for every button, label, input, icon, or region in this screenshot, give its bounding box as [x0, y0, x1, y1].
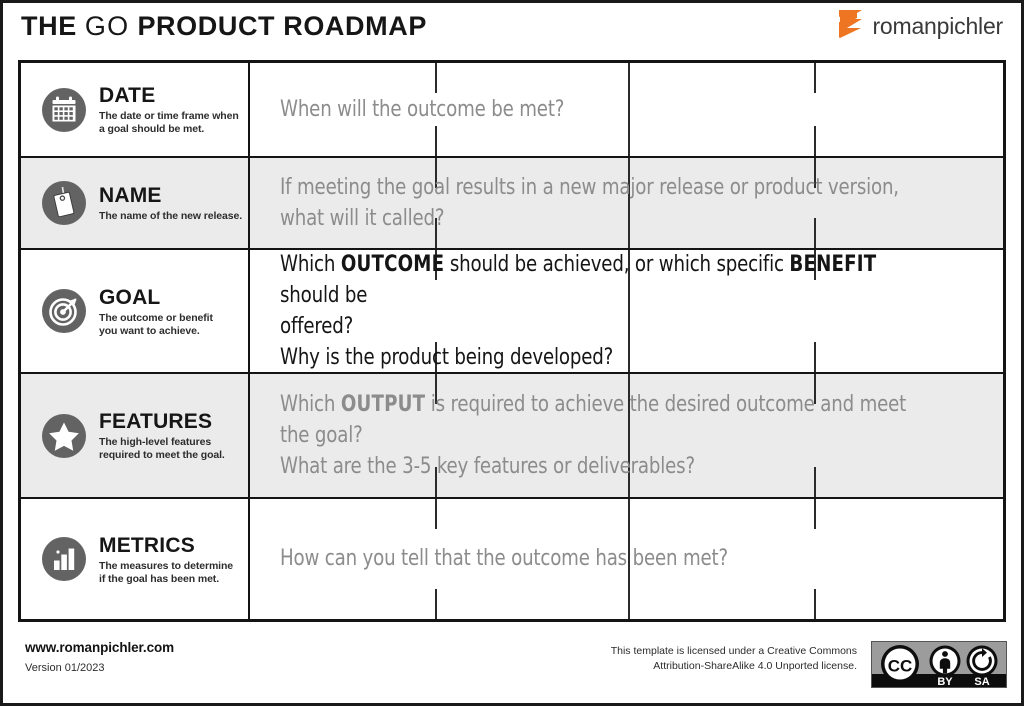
target-icon — [41, 288, 87, 334]
column-tick — [814, 499, 816, 529]
romanpichler-mark-icon — [835, 8, 865, 45]
row-title-features: FEATURES — [99, 410, 213, 434]
row-content-cell-metrics[interactable]: How can you tell that the outcome has be… — [250, 499, 1003, 619]
svg-text:CC: CC — [888, 657, 913, 676]
question-block: If meeting the goal results in a new maj… — [280, 172, 981, 234]
tag-icon — [41, 180, 87, 226]
table-row: FEATURES The high-level features required … — [21, 374, 1003, 499]
question-line: Why is the product being developed? — [280, 345, 614, 371]
row-label-text: NAME The name of the new release. — [99, 183, 242, 223]
star-icon — [41, 413, 87, 459]
column-tick — [435, 499, 437, 529]
row-subtitle-name: The name of the new release. — [99, 210, 243, 223]
row-content-cell-date[interactable]: When will the outcome be met? — [250, 63, 1003, 156]
column-tick — [814, 63, 816, 93]
question-line: What are the 3-5 key features or deliver… — [280, 454, 695, 480]
table-row: METRICS The measures to determine if the g… — [21, 499, 1003, 619]
question-line: Which OUTPUT is required to achieve the … — [280, 391, 907, 448]
creative-commons-badge: CC BY SA — [871, 641, 1007, 688]
column-tick — [435, 589, 437, 619]
row-label-cell-goal: GOAL The outcome or benefit you want to ac… — [21, 250, 250, 372]
row-content-cell-goal[interactable]: Which OUTCOME should be achieved, or whi… — [250, 250, 1003, 372]
brand-name: romanpichler — [872, 13, 1003, 39]
table-row: DATE The date or time frame when a goal sh… — [21, 63, 1003, 158]
row-label-cell-date: DATE The date or time frame when a goal sh… — [21, 63, 250, 156]
row-label-text: GOAL The outcome or benefit you want to ac… — [99, 285, 213, 338]
roadmap-table: DATE The date or time frame when a goal sh… — [18, 60, 1006, 622]
row-subtitle-features: The high-level features required to meet … — [99, 436, 225, 462]
row-title-metrics: METRICS — [99, 533, 195, 557]
row-subtitle-date: The date or time frame when a goal should… — [99, 110, 239, 136]
question-block: How can you tell that the outcome has be… — [280, 543, 981, 574]
title-part-1: THE — [21, 11, 77, 41]
question-line: If meeting the goal results in a new maj… — [280, 174, 899, 200]
column-tick — [814, 589, 816, 619]
row-subtitle-goal: The outcome or benefit you want to achiev… — [99, 311, 213, 337]
title-go: GO — [84, 11, 130, 41]
question-line: what will it called? — [280, 206, 445, 231]
question-line: How can you tell that the outcome has be… — [280, 546, 728, 572]
row-title-goal: GOAL — [99, 285, 161, 309]
row-title-date: DATE — [99, 84, 156, 108]
svg-text:SA: SA — [974, 676, 989, 687]
footer-left: www.romanpichler.com Version 01/2023 — [25, 636, 174, 674]
question-block: Which OUTPUT is required to achieve the … — [280, 389, 981, 483]
question-block: When will the outcome be met? — [280, 94, 981, 125]
site-url[interactable]: www.romanpichler.com — [25, 640, 175, 655]
row-label-cell-features: FEATURES The high-level features required … — [21, 374, 250, 497]
version-label: Version 01/2023 — [25, 662, 105, 674]
svg-text:BY: BY — [937, 676, 953, 687]
row-content-cell-name[interactable]: If meeting the goal results in a new maj… — [250, 158, 1003, 248]
calendar-icon — [41, 87, 87, 133]
column-tick — [435, 63, 437, 93]
footer-right: This template is licensed under a Creati… — [611, 636, 1007, 688]
row-title-name: NAME — [99, 184, 162, 208]
column-tick — [435, 126, 437, 156]
question-line: offered? — [280, 314, 354, 339]
column-tick — [814, 126, 816, 156]
title-part-2: PRODUCT ROADMAP — [137, 11, 427, 41]
license-text: This template is licensed under a Creati… — [610, 645, 857, 672]
table-row: NAME The name of the new release. If meeti… — [21, 158, 1003, 250]
table-row: GOAL The outcome or benefit you want to ac… — [21, 250, 1003, 374]
page-footer: www.romanpichler.com Version 01/2023 Thi… — [3, 628, 1021, 703]
question-block: Which OUTCOME should be achieved, or whi… — [280, 249, 981, 374]
brand-logo: romanpichler — [835, 8, 1007, 45]
page-header: THE GO PRODUCT ROADMAP romanpichler — [3, 3, 1021, 50]
question-line: When will the outcome be met? — [280, 96, 565, 122]
question-line: Which OUTCOME should be achieved, or whi… — [280, 251, 877, 308]
row-content-cell-features[interactable]: Which OUTPUT is required to achieve the … — [250, 374, 1003, 497]
bar-chart-icon — [41, 536, 87, 582]
row-label-text: FEATURES The high-level features required … — [99, 409, 225, 462]
row-label-text: METRICS The measures to determine if the g… — [99, 533, 233, 586]
row-label-text: DATE The date or time frame when a goal sh… — [99, 83, 239, 136]
page-title: THE GO PRODUCT ROADMAP — [21, 11, 427, 42]
emphasis-word: OUTCOME — [340, 251, 445, 277]
row-label-cell-name: NAME The name of the new release. — [21, 158, 250, 248]
row-label-cell-metrics: METRICS The measures to determine if the g… — [21, 499, 250, 619]
emphasis-word: OUTPUT — [340, 391, 426, 417]
row-subtitle-metrics: The measures to determine if the goal has… — [99, 559, 234, 585]
emphasis-word: BENEFIT — [789, 251, 877, 277]
